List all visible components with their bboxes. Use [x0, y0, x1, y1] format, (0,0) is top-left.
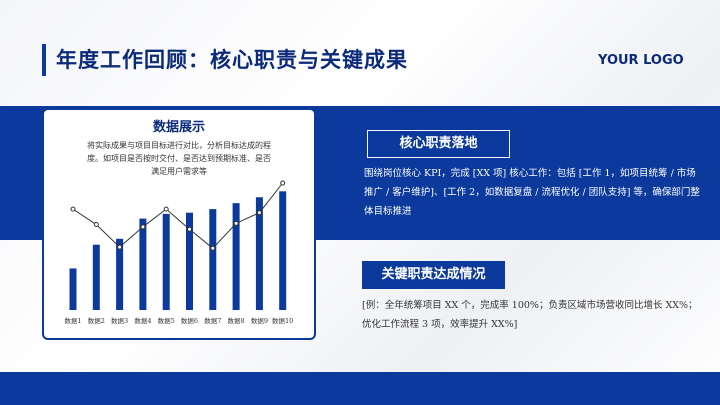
line-marker	[187, 226, 192, 232]
line-marker	[163, 206, 169, 212]
x-tick-label: 数据10	[272, 316, 293, 325]
bar	[92, 244, 100, 310]
chart-subtitle: 将实际成果与项目目标进行对比，分析目标达成的程度。如项目是否按时交付、是否达到预…	[87, 141, 271, 176]
section-body: 围绕岗位核心 KPI，完成 [XX 项] 核心工作：包括 [工作 1，如项目统筹…	[364, 168, 700, 217]
line-marker	[140, 224, 146, 230]
bar	[162, 213, 170, 310]
chart-title: 数据展示	[152, 120, 205, 135]
x-tick-label: 数据7	[204, 316, 221, 325]
x-tick-label: 数据4	[134, 316, 151, 325]
line-marker	[280, 180, 286, 186]
section-heading: 核心职责落地	[367, 130, 510, 158]
x-tick-label: 数据2	[88, 316, 105, 325]
slide-title: 年度工作回顾：核心职责与关键成果	[56, 47, 408, 72]
line-marker	[70, 206, 76, 212]
footer-band	[0, 372, 720, 405]
x-tick-label: 数据8	[228, 316, 245, 325]
bar	[255, 197, 263, 310]
line	[72, 182, 284, 249]
bar	[116, 238, 124, 310]
bar	[209, 209, 217, 310]
x-tick-label: 数据1	[64, 316, 81, 325]
bar	[139, 218, 147, 310]
x-tick-label: 数据6	[181, 316, 198, 325]
line-marker	[117, 244, 123, 250]
line-marker	[256, 210, 262, 216]
bar	[279, 191, 287, 310]
line-marker	[210, 245, 216, 251]
line-marker	[233, 220, 239, 226]
x-tick-label: 数据3	[111, 316, 128, 325]
chart: 数据1 数据2 数据3 数据4 数据5 数据6 数据7 数据8 数据9 数据10	[64, 180, 293, 325]
logo: YOUR LOGO	[598, 53, 684, 68]
x-tick-label: 数据9	[251, 316, 268, 325]
bar	[186, 212, 193, 310]
chart-card	[42, 108, 316, 340]
section-body: [例：全年统筹项目 XX 个，完成率 100%；负责区域市场营收同比增长 XX%…	[362, 300, 698, 330]
x-tick-label: 数据5	[158, 316, 175, 325]
bar	[232, 203, 240, 310]
bar	[69, 268, 77, 310]
section-heading: 关键职责达成情况	[362, 261, 505, 289]
title-accent	[42, 44, 46, 76]
line-marker	[93, 222, 99, 228]
